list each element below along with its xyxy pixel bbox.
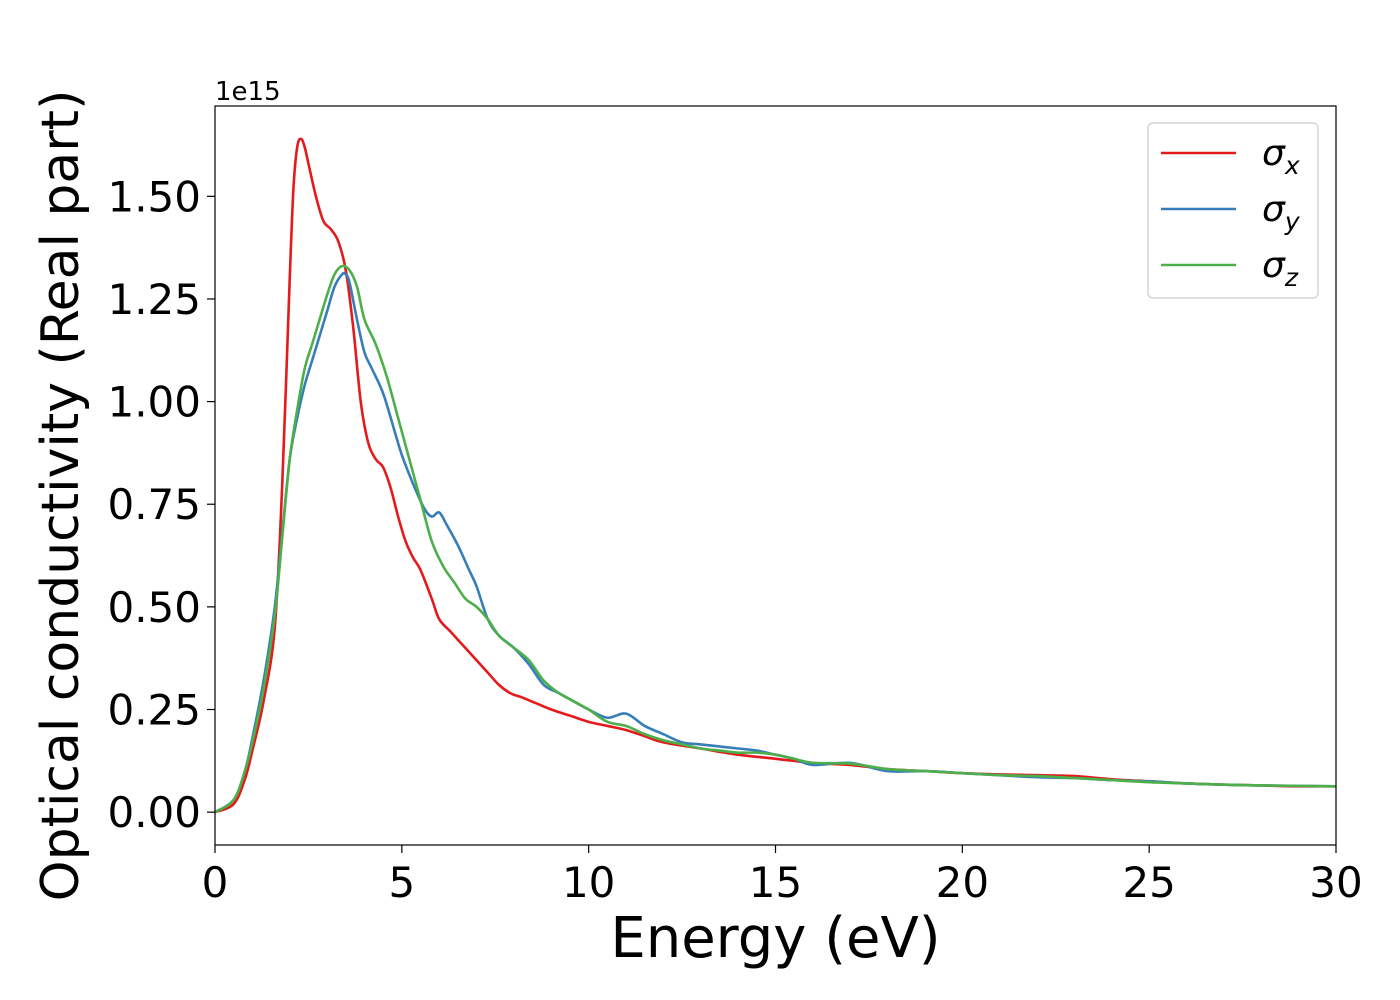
y-tick-label: 0.75 [107,480,201,529]
x-tick-label: 25 [1122,858,1175,907]
legend-item-x: σx [1161,133,1300,180]
x-axis: 0 5 10 15 20 25 30 [202,845,1363,907]
y-tick-label: 0.50 [107,583,201,632]
plot-lines [215,137,1336,814]
y-tick-label: 1.25 [107,275,201,324]
x-tick-label: 5 [388,858,415,907]
x-tick-label: 20 [936,858,989,907]
legend-label: σx [1262,133,1300,180]
y-axis-label: Optical conductivity (Real part) [31,90,91,902]
y-tick-label: 0.25 [107,686,201,735]
legend-box [1147,122,1319,299]
legend-label: σz [1262,245,1299,292]
x-tick-label: 0 [202,858,229,907]
legend-label: σy [1262,189,1301,236]
y-tick-label: 0.00 [107,788,201,837]
x-axis-label: Energy (eV) [610,906,940,971]
y-axis: 0.00 0.25 0.50 0.75 1.00 1.25 1.50 [107,172,215,837]
y-axis-offset-label: 1e15 [215,77,281,107]
x-tick-label: 10 [562,858,615,907]
series-line-z [215,264,1336,814]
x-tick-label: 15 [749,858,802,907]
legend: σx σy σz [1147,122,1319,299]
legend-item-y: σy [1161,189,1301,236]
x-tick-label: 30 [1309,858,1362,907]
y-tick-label: 1.50 [107,172,201,221]
series-line-y [215,271,1336,814]
y-tick-label: 1.00 [107,378,201,427]
legend-item-z: σz [1161,245,1299,292]
